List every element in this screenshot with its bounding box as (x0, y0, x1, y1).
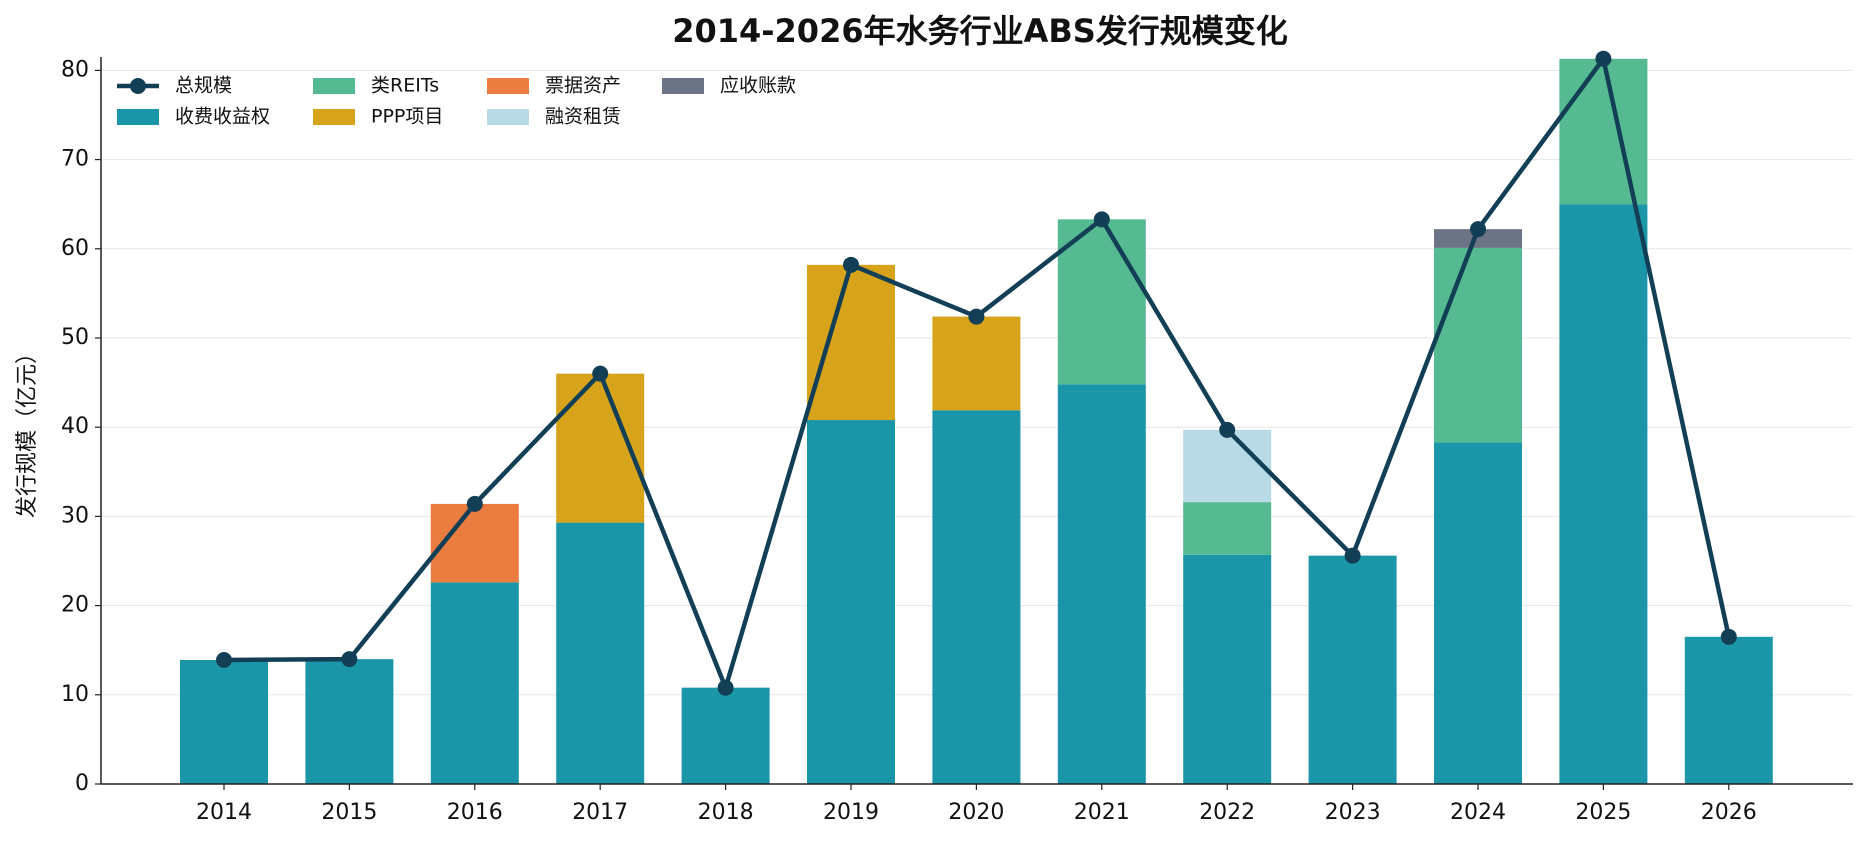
total-point (1093, 211, 1110, 228)
y-tick-label: 30 (61, 503, 89, 528)
y-tick-label: 60 (61, 236, 89, 261)
y-tick-label: 40 (61, 414, 89, 439)
bar-segment (807, 264, 895, 421)
bar-segment (1057, 219, 1146, 385)
legend-swatch (662, 78, 704, 94)
bar-segment (932, 316, 1021, 411)
bar-segment (1308, 555, 1397, 784)
legend-swatch (487, 78, 529, 94)
total-point (1219, 421, 1236, 438)
total-point (968, 308, 985, 325)
legend-label: 融资租赁 (545, 106, 621, 128)
y-tick-label: 70 (61, 147, 89, 172)
bar-segment (1057, 384, 1146, 784)
bar-segment (1684, 636, 1773, 784)
x-tick-label: 2024 (1450, 800, 1506, 825)
bar-segment (1434, 247, 1522, 443)
x-tick-label: 2020 (948, 800, 1004, 825)
total-point (341, 651, 358, 668)
y-tick-label: 80 (61, 57, 89, 82)
bar-segment (932, 410, 1021, 784)
total-point (1720, 628, 1737, 645)
total-point (1595, 50, 1612, 67)
bar-segment (1559, 58, 1648, 205)
legend-label: 收费收益权 (175, 106, 270, 128)
x-tick-label: 2017 (572, 800, 628, 825)
legend-label: 应收账款 (720, 75, 796, 97)
x-tick-label: 2025 (1575, 800, 1631, 825)
x-tick-label: 2026 (1701, 800, 1757, 825)
total-point (1344, 547, 1361, 564)
y-tick-label: 10 (61, 682, 89, 707)
total-point (1470, 221, 1486, 238)
legend-swatch (487, 109, 529, 125)
bar-segment (1183, 502, 1272, 555)
total-point (216, 652, 232, 669)
bar-segment (681, 687, 770, 784)
x-tick-label: 2022 (1199, 800, 1255, 825)
total-point (466, 495, 483, 512)
y-tick-label: 0 (75, 771, 89, 796)
total-point (592, 365, 609, 382)
y-axis-label: 发行规模（亿元） (15, 342, 40, 518)
legend-label: 总规模 (175, 75, 232, 97)
bar-segment (807, 420, 895, 784)
x-tick-label: 2023 (1325, 800, 1381, 825)
bar-segment (1183, 554, 1272, 784)
bar-segment (1183, 429, 1272, 503)
x-tick-label: 2021 (1074, 800, 1130, 825)
legend-marker (130, 78, 146, 94)
legend-swatch (313, 78, 355, 94)
x-tick-label: 2018 (698, 800, 754, 825)
y-tick-label: 50 (61, 325, 89, 350)
bar-segment (180, 660, 268, 784)
bar-segment (1434, 442, 1522, 784)
chart-title: 2014-2026年水务行业ABS发行规模变化 (672, 12, 1288, 50)
legend-swatch (313, 109, 355, 125)
total-point (843, 256, 859, 273)
bar-segment (1559, 204, 1648, 784)
bar-segment (305, 659, 394, 784)
x-tick-label: 2014 (196, 800, 252, 825)
y-tick-label: 20 (61, 593, 89, 618)
legend-label: 票据资产 (545, 75, 621, 97)
x-tick-label: 2015 (321, 800, 377, 825)
x-tick-label: 2016 (447, 800, 503, 825)
bar-segment (430, 582, 519, 784)
legend-swatch (117, 109, 159, 125)
legend-label: PPP项目 (371, 106, 443, 128)
legend-label: 类REITs (371, 75, 439, 97)
total-point (717, 679, 734, 696)
x-tick-label: 2019 (823, 800, 879, 825)
bar-segment (1434, 229, 1522, 248)
bar-segment (556, 522, 645, 784)
